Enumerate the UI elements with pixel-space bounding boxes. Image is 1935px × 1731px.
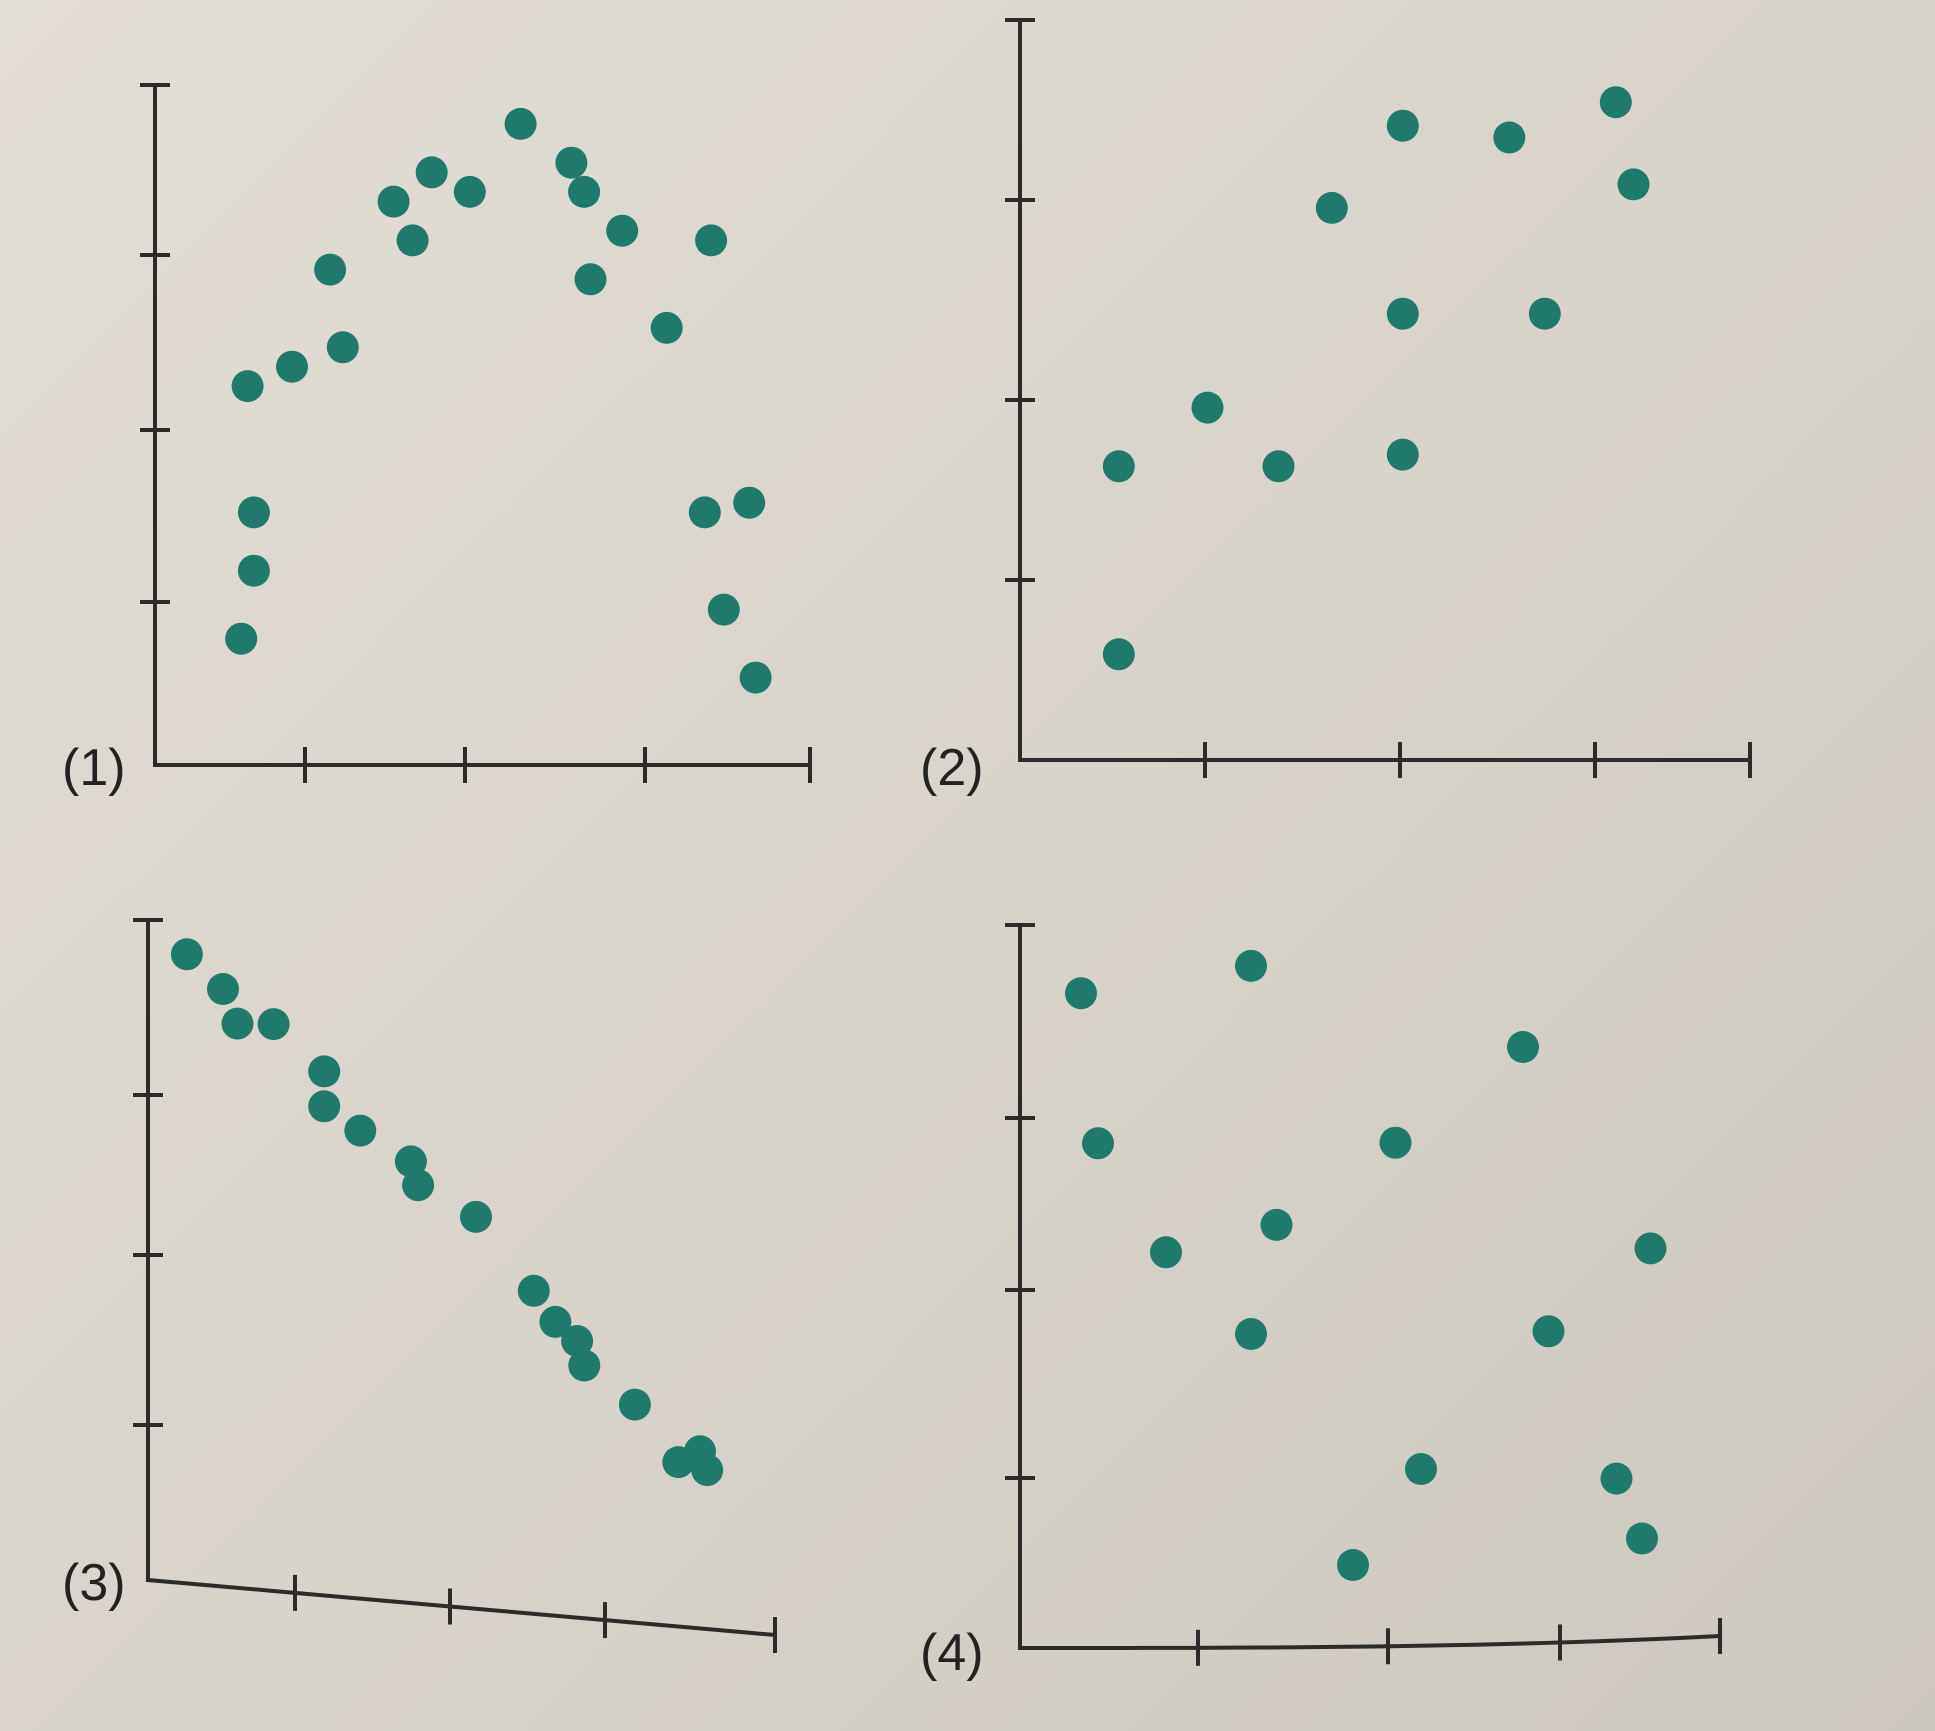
panel-label: (3) xyxy=(62,1554,126,1612)
panel-label: (1) xyxy=(62,739,126,797)
data-point xyxy=(1102,450,1135,483)
panel-label: (4) xyxy=(920,1624,984,1682)
data-point xyxy=(257,1008,290,1041)
data-point xyxy=(1532,1315,1565,1348)
scatter-panel-1: (1) xyxy=(62,83,812,797)
data-point xyxy=(1386,109,1419,142)
data-point xyxy=(1235,1318,1267,1350)
data-point xyxy=(1599,86,1632,119)
data-point xyxy=(1493,121,1526,154)
scatter-panel-3: (3) xyxy=(62,918,778,1653)
data-point xyxy=(504,107,537,140)
data-point xyxy=(1065,977,1097,1010)
data-point xyxy=(231,370,264,403)
data-point xyxy=(225,622,258,655)
data-point xyxy=(1262,450,1295,483)
data-point xyxy=(276,350,308,383)
data-point xyxy=(314,253,347,286)
data-point xyxy=(707,593,740,626)
data-point xyxy=(555,146,588,179)
scatter-panel-4: (4) xyxy=(920,923,1723,1682)
data-point xyxy=(1507,1031,1539,1063)
panels: (1) (2) (3) (4) xyxy=(62,18,1752,1682)
data-point xyxy=(539,1305,572,1338)
data-point xyxy=(326,331,359,364)
data-point xyxy=(1379,1126,1412,1159)
data-point xyxy=(1386,297,1419,330)
data-point xyxy=(1528,297,1561,330)
x-axis xyxy=(1017,1633,1723,1651)
data-point xyxy=(1626,1522,1658,1555)
panel-label: (2) xyxy=(920,739,984,797)
data-point xyxy=(396,224,429,257)
data-point xyxy=(695,224,728,257)
data-point xyxy=(733,486,766,519)
data-point xyxy=(1405,1453,1437,1485)
data-point xyxy=(1235,949,1267,982)
data-point xyxy=(618,1388,651,1421)
data-point xyxy=(1634,1232,1667,1265)
data-point xyxy=(377,185,410,218)
data-point xyxy=(1337,1549,1369,1581)
data-point xyxy=(402,1169,435,1202)
data-point xyxy=(308,1090,341,1123)
data-point xyxy=(688,496,721,529)
data-point xyxy=(561,1325,594,1357)
data-point xyxy=(574,263,607,296)
data-point xyxy=(517,1274,550,1307)
data-point xyxy=(1260,1208,1293,1241)
data-point xyxy=(568,1349,601,1382)
data-point xyxy=(1082,1127,1114,1160)
data-point xyxy=(739,661,772,694)
data-point xyxy=(691,1454,724,1487)
data-point xyxy=(1600,1462,1633,1495)
data-point xyxy=(1315,191,1348,224)
data-point xyxy=(170,938,203,971)
data-point xyxy=(1102,638,1135,671)
data-point xyxy=(207,973,239,1005)
data-point xyxy=(460,1200,492,1233)
scatter-panel-2: (2) xyxy=(920,18,1752,797)
data-point xyxy=(237,496,270,529)
data-point xyxy=(308,1055,341,1088)
data-point xyxy=(344,1114,377,1147)
data-point xyxy=(1150,1236,1182,1269)
data-point xyxy=(606,214,639,247)
data-point xyxy=(568,175,601,208)
x-axis xyxy=(145,1577,778,1638)
data-point xyxy=(237,554,270,587)
data-point xyxy=(1617,168,1650,201)
data-point xyxy=(1386,438,1419,471)
data-point xyxy=(1191,391,1224,424)
data-point xyxy=(221,1007,254,1040)
data-point xyxy=(650,311,683,344)
data-point xyxy=(453,175,486,208)
data-point xyxy=(415,156,448,189)
